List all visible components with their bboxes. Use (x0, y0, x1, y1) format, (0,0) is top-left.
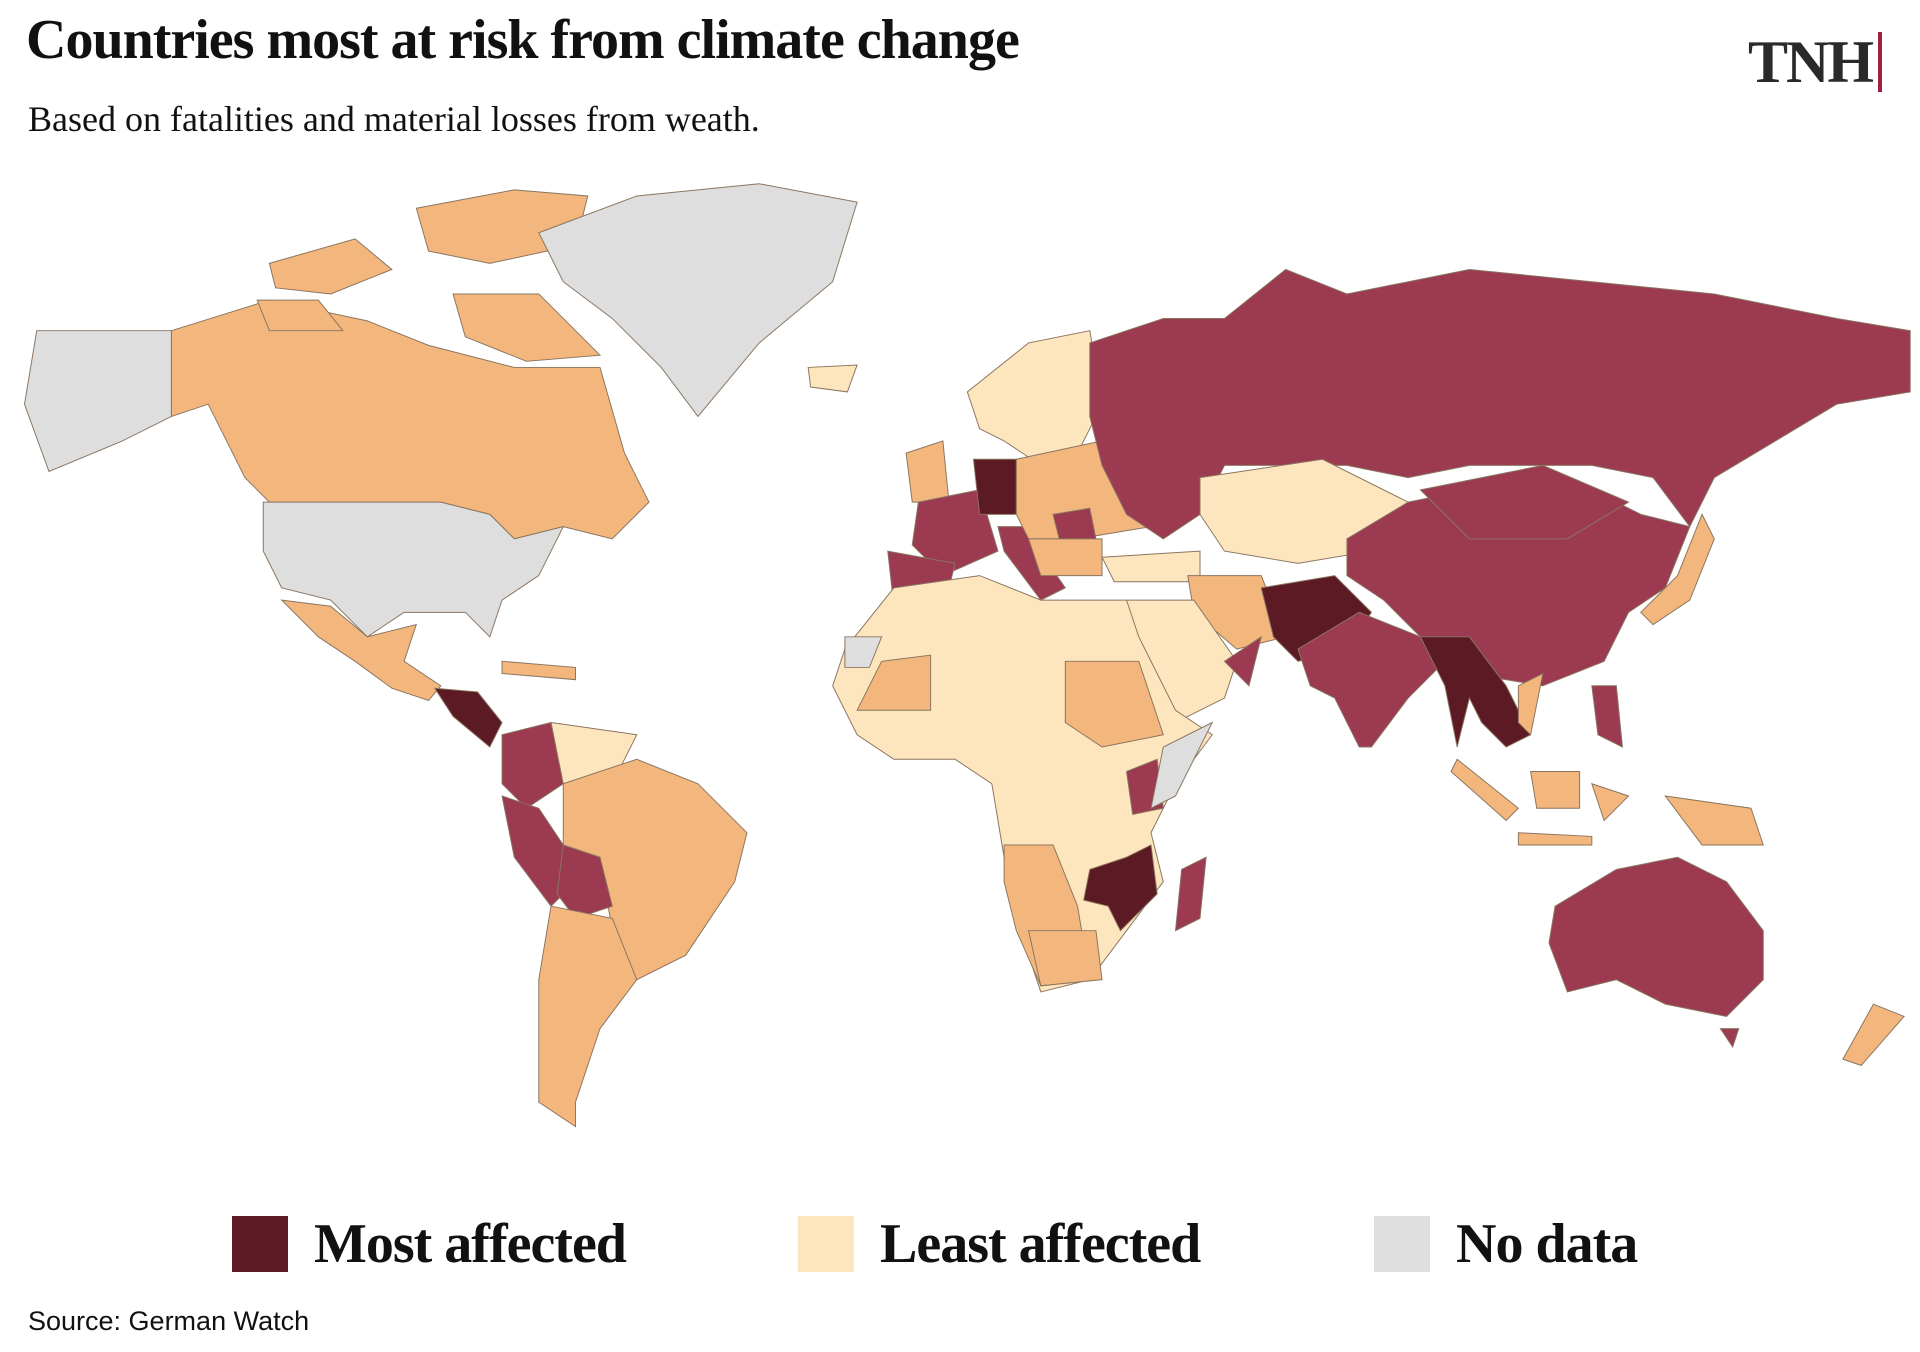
italy (997, 526, 1067, 601)
logo-text: TNH (1748, 28, 1874, 95)
legend-least-affected: Least affected (798, 1212, 1201, 1276)
madagascar (1174, 856, 1207, 932)
arctic-islands-4 (256, 299, 344, 332)
new-zealand (1842, 1003, 1905, 1066)
greenland (538, 183, 858, 418)
western-sahara (844, 636, 883, 668)
turkey (1101, 550, 1201, 583)
myanmar-thailand (1419, 636, 1532, 748)
arctic-islands-3 (452, 293, 602, 362)
uk (905, 440, 950, 503)
legend-label: Most affected (314, 1213, 627, 1275)
legend-swatch (1374, 1216, 1430, 1272)
mongolia (1419, 464, 1630, 540)
france (911, 489, 999, 577)
tnh-logo: TNH (1748, 28, 1883, 95)
usa (262, 501, 565, 638)
legend-swatch (232, 1216, 288, 1272)
chart-subtitle: Based on fatalities and material losses … (28, 99, 760, 139)
mexico (280, 599, 442, 702)
japan (1640, 513, 1715, 626)
sudan-ethiopia (1064, 660, 1164, 748)
source-note: Source: German Watch (28, 1306, 310, 1336)
india (1297, 611, 1446, 748)
central-america (433, 687, 503, 748)
legend-label: No data (1456, 1213, 1638, 1275)
bolivia (556, 844, 613, 920)
germany (972, 458, 1017, 515)
mali (856, 654, 932, 711)
south-africa (1027, 930, 1103, 987)
southern-cone (538, 905, 638, 1128)
legend-swatch (798, 1216, 854, 1272)
java (1517, 832, 1593, 846)
papua (1664, 795, 1764, 846)
australia (1548, 856, 1764, 1017)
legend-most-affected: Most affected (232, 1212, 627, 1276)
oman (1223, 635, 1263, 687)
vietnam (1517, 672, 1544, 736)
logo-accent-bar (1878, 32, 1883, 92)
legend: Most affected Least affected No data (0, 1212, 1920, 1275)
caribbean (501, 660, 576, 681)
iceland (807, 364, 858, 393)
arctic-islands-1 (268, 238, 393, 295)
canada (170, 299, 650, 540)
russia (1089, 268, 1911, 540)
mozambique-zimbabwe (1083, 844, 1158, 932)
romania (1052, 507, 1097, 540)
alaska (23, 330, 172, 473)
balkans (1027, 538, 1103, 577)
sulawesi (1591, 782, 1630, 822)
colombia (501, 721, 564, 809)
legend-label: Least affected (880, 1213, 1201, 1275)
chart-title: Countries most at risk from climate chan… (26, 9, 1020, 71)
tasmania (1719, 1028, 1740, 1049)
sumatra (1450, 758, 1520, 822)
philippines (1591, 685, 1624, 748)
somalia (1150, 721, 1214, 810)
legend-no-data: No data (1374, 1212, 1638, 1276)
borneo (1530, 771, 1581, 809)
